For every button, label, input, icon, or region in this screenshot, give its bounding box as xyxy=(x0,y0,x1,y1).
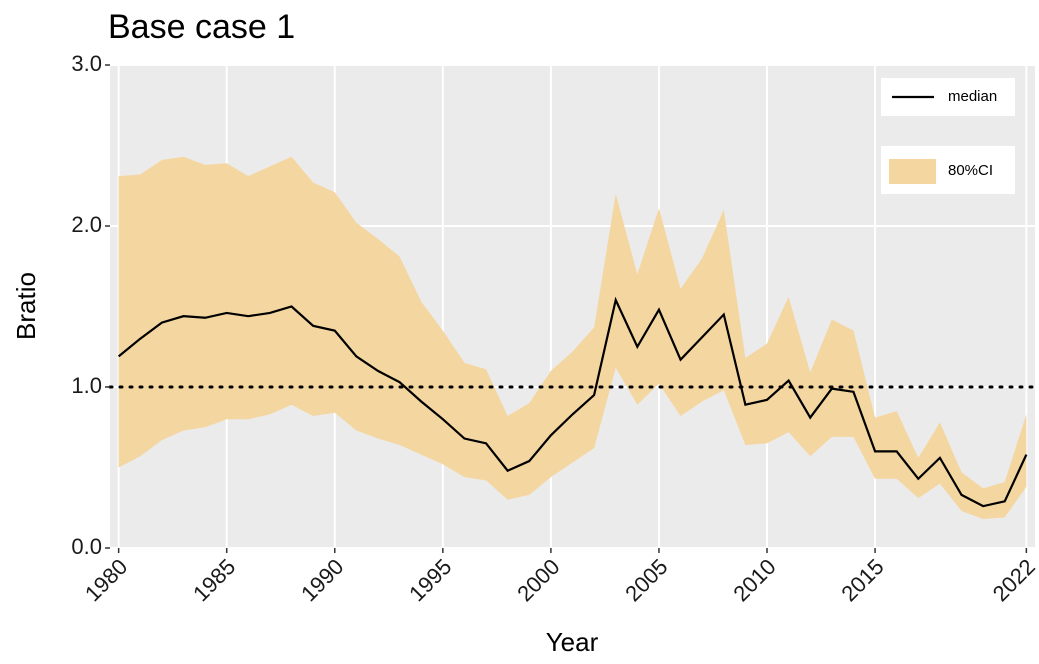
median-line xyxy=(117,296,1028,508)
x-tick-label: 2005 xyxy=(620,554,672,606)
x-tick-label: 2022 xyxy=(988,554,1039,606)
chart-title: Base case 1 xyxy=(108,8,295,46)
y-tick-label: 3.0 xyxy=(71,51,102,76)
x-axis-title: Year xyxy=(546,627,599,657)
ci-band xyxy=(118,156,1027,520)
x-tick-label: 1980 xyxy=(80,554,132,606)
x-tick-label: 2015 xyxy=(836,554,888,606)
legend-label: 80%CI xyxy=(948,162,993,179)
y-tick-label: 1.0 xyxy=(71,373,102,398)
x-tick-label: 1995 xyxy=(404,554,456,606)
y-axis-title: Bratio xyxy=(11,272,41,340)
legend-key xyxy=(889,159,936,184)
y-tick-label: 2.0 xyxy=(71,212,102,237)
legend-label: median xyxy=(948,88,997,105)
x-tick-label: 2000 xyxy=(512,554,564,606)
x-tick-label: 2010 xyxy=(728,554,780,606)
x-tick-label: 1985 xyxy=(188,554,240,606)
y-tick-label: 0.0 xyxy=(71,534,102,559)
x-tick-label: 1990 xyxy=(296,554,348,606)
